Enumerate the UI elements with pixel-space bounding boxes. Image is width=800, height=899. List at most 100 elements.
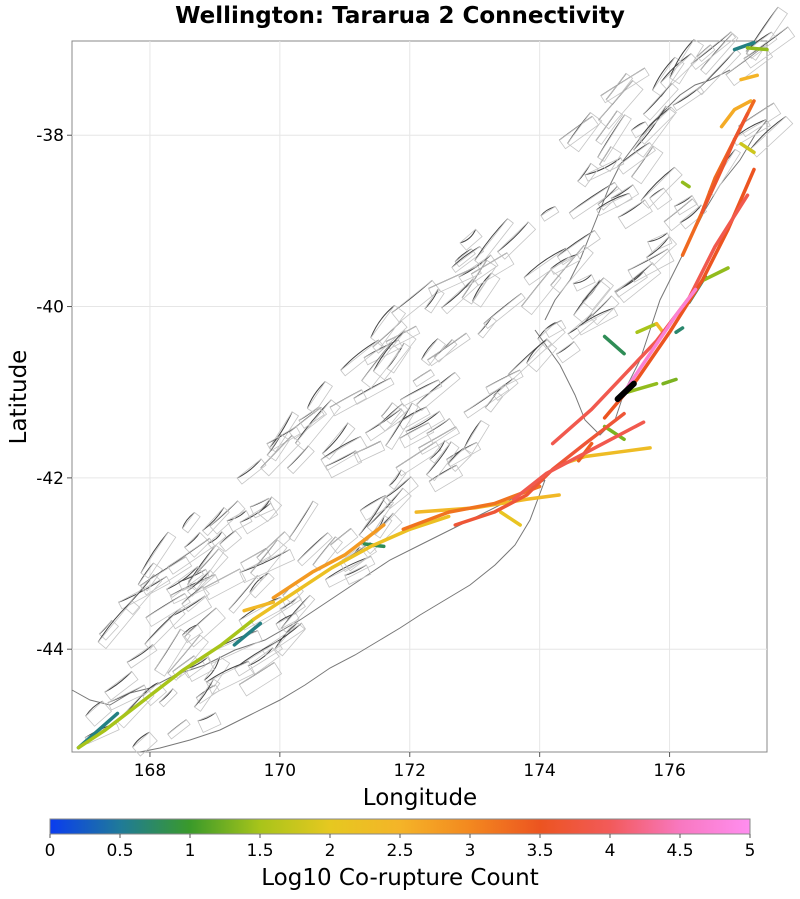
coastline-south-east bbox=[139, 479, 546, 753]
colorbar-tick-label: 4.5 bbox=[666, 841, 693, 861]
background-fault-outline bbox=[537, 321, 566, 350]
background-fault-outline bbox=[340, 339, 384, 377]
background-fault-outline bbox=[412, 369, 435, 388]
background-fault-trace bbox=[97, 600, 133, 643]
background-fault-trace bbox=[118, 575, 167, 603]
background-fault-outline bbox=[725, 45, 774, 87]
background-fault-outline bbox=[320, 436, 368, 471]
background-fault-trace bbox=[388, 469, 402, 486]
background-fault-outline bbox=[329, 527, 359, 554]
background-fault-outline bbox=[647, 232, 673, 253]
background-fault-outline bbox=[124, 573, 163, 616]
background-fault-outline bbox=[306, 380, 333, 414]
background-fault-outline bbox=[638, 106, 677, 145]
connected-fault-trace bbox=[739, 142, 756, 155]
connected-fault-trace bbox=[700, 112, 750, 215]
colorbar-tick-label: 3 bbox=[465, 841, 476, 861]
background-fault-outline bbox=[483, 292, 526, 330]
background-fault-outline bbox=[572, 273, 596, 292]
background-fault-outline bbox=[526, 339, 558, 373]
background-fault-outline bbox=[370, 304, 407, 347]
background-fault-outline bbox=[186, 569, 216, 597]
background-fault-outline bbox=[321, 422, 356, 460]
background-fault-outline bbox=[496, 221, 537, 260]
colorbar-tick-label: 3.5 bbox=[526, 841, 553, 861]
background-fault-trace bbox=[142, 682, 159, 697]
connected-fault-trace bbox=[661, 377, 678, 386]
background-fault-outline bbox=[696, 48, 742, 96]
background-fault-outline bbox=[642, 82, 679, 121]
connected-fault-trace bbox=[680, 180, 691, 189]
x-tick-label: 176 bbox=[653, 761, 685, 781]
background-fault-trace bbox=[370, 305, 395, 339]
background-fault-outline bbox=[324, 555, 376, 588]
colorbar-tick-label: 2 bbox=[325, 841, 336, 861]
connected-fault-trace bbox=[602, 424, 626, 442]
background-fault-outline bbox=[426, 332, 471, 367]
background-fault-outline bbox=[372, 320, 408, 354]
background-fault-outline bbox=[145, 592, 191, 627]
x-tick-label: 174 bbox=[523, 761, 555, 781]
background-fault-outline bbox=[550, 244, 594, 294]
background-fault-outline bbox=[732, 118, 771, 146]
background-fault-outline bbox=[421, 338, 446, 367]
background-fault-outline bbox=[184, 656, 215, 683]
background-fault-outline bbox=[209, 500, 246, 535]
background-fault-trace bbox=[247, 647, 274, 667]
background-fault-outline bbox=[257, 496, 283, 523]
background-fault-outline bbox=[266, 425, 301, 452]
background-fault-outline bbox=[440, 278, 480, 315]
background-fault-outline bbox=[550, 254, 581, 275]
connected-fault-trace bbox=[414, 493, 561, 514]
background-fault-trace bbox=[268, 411, 293, 449]
y-tick-label: -38 bbox=[36, 126, 64, 146]
background-fault-trace bbox=[249, 572, 269, 593]
background-fault-outline bbox=[361, 342, 401, 389]
grid-lines bbox=[72, 41, 767, 752]
background-fault-trace bbox=[421, 338, 439, 360]
background-fault-outline bbox=[630, 145, 664, 185]
background-fault-outline bbox=[458, 254, 499, 288]
source-fault bbox=[614, 380, 637, 403]
connected-fault-trace bbox=[602, 334, 626, 356]
background-fault-outline bbox=[651, 56, 685, 98]
connected-fault-trace bbox=[511, 420, 646, 502]
background-fault-trace bbox=[679, 204, 702, 223]
colorbar-gradient bbox=[49, 818, 751, 835]
background-fault-outline bbox=[168, 595, 213, 630]
background-fault-trace bbox=[652, 56, 676, 91]
background-fault-outline bbox=[745, 31, 778, 59]
background-fault-outline bbox=[280, 594, 316, 633]
connected-fault-trace bbox=[622, 287, 698, 394]
source-fault-trace bbox=[614, 380, 637, 403]
background-fault-outline bbox=[104, 670, 139, 701]
background-fault-outline bbox=[260, 434, 301, 477]
background-fault-outline bbox=[399, 422, 435, 449]
background-fault-outline bbox=[596, 192, 633, 217]
background-fault-outline bbox=[140, 531, 177, 579]
background-fault-outline bbox=[256, 531, 292, 565]
background-fault-outline bbox=[372, 330, 417, 381]
background-fault-outline bbox=[132, 731, 158, 757]
background-fault-outline bbox=[463, 383, 510, 419]
background-fault-outline bbox=[584, 157, 625, 182]
background-fault-outline bbox=[177, 568, 211, 592]
background-fault-outline bbox=[581, 279, 611, 311]
background-fault-outline bbox=[555, 340, 581, 364]
background-fault-outline bbox=[454, 248, 476, 268]
connected-fault-trace bbox=[271, 523, 386, 600]
colorbar-ticks: 0 0.5 1 1.5 2 2.5 3 3.5 4 4.5 5 bbox=[45, 834, 755, 861]
background-fault-outline bbox=[426, 417, 457, 444]
background-fault-outline bbox=[167, 537, 216, 575]
background-fault-trace bbox=[405, 410, 440, 432]
background-fault-trace bbox=[669, 39, 695, 79]
background-fault-outline bbox=[382, 476, 419, 509]
background-fault-outline bbox=[266, 433, 291, 462]
background-fault-outline bbox=[325, 450, 363, 479]
y-axis-label: Latitude bbox=[6, 350, 32, 445]
connected-fault-trace bbox=[498, 510, 522, 527]
background-fault-outline bbox=[577, 162, 599, 188]
background-fault-outline bbox=[743, 26, 796, 69]
background-fault-outline bbox=[338, 541, 378, 573]
background-fault-trace bbox=[429, 440, 446, 460]
